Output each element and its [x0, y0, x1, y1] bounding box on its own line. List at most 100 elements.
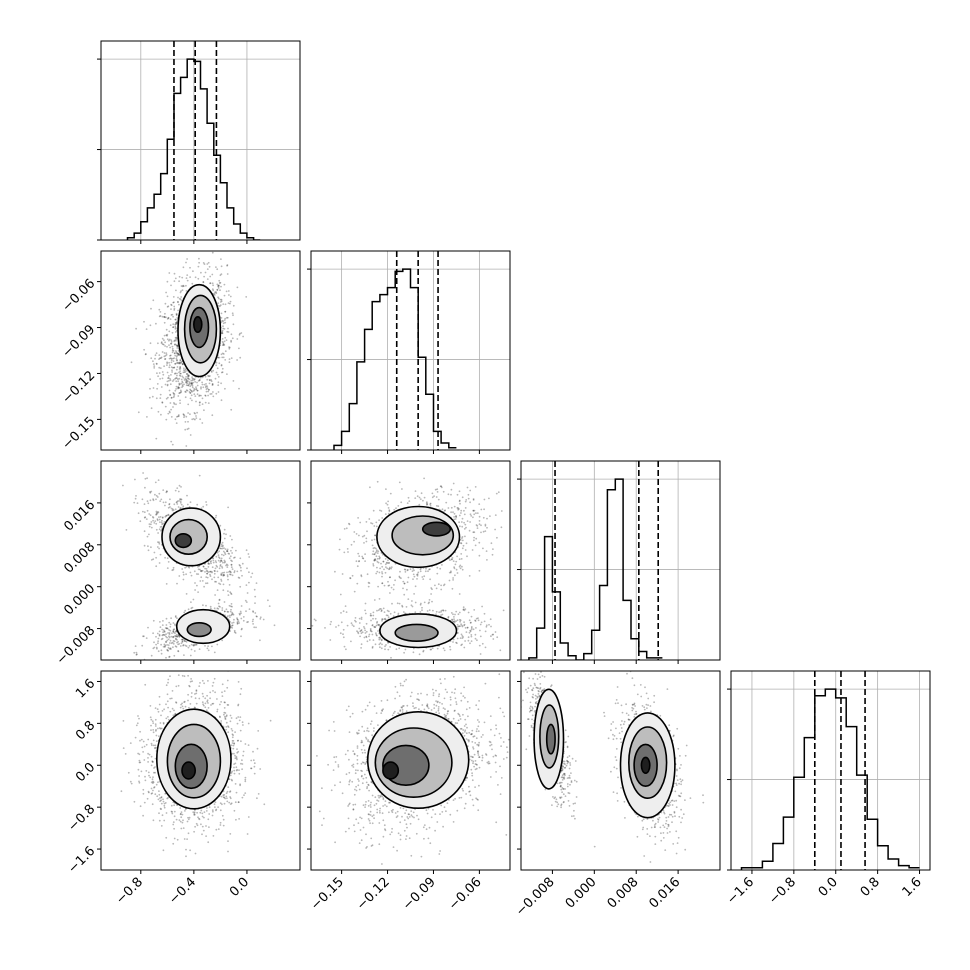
scatter-point-2-1: [458, 625, 460, 627]
scatter-point-2-0: [223, 574, 225, 576]
scatter-point-1-0: [201, 383, 204, 386]
scatter-point-1-0: [180, 299, 183, 302]
scatter-point-2-0: [236, 618, 239, 621]
scatter-point-2-1: [368, 633, 371, 636]
scatter-point-2-1: [375, 624, 378, 627]
scatter-point-2-1: [478, 541, 481, 544]
scatter-point-2-0: [176, 503, 179, 505]
scatter-point-2-1: [418, 503, 421, 506]
scatter-point-2-0: [204, 645, 206, 647]
scatter-point-2-0: [230, 571, 232, 574]
scatter-point-2-1: [357, 552, 360, 555]
scatter-point-2-0: [161, 624, 164, 626]
scatter-point-2-0: [172, 643, 175, 645]
scatter-point-2-0: [158, 518, 161, 521]
scatter-point-2-0: [159, 621, 161, 623]
scatter-point-1-0: [166, 361, 169, 364]
scatter-point-2-0: [240, 605, 243, 607]
scatter-point-2-0: [254, 602, 256, 604]
scatter-point-2-1: [455, 560, 458, 563]
scatter-point-2-0: [149, 491, 152, 494]
scatter-point-2-0: [224, 610, 226, 613]
scatter-point-2-0: [207, 571, 210, 573]
scatter-point-2-1: [486, 559, 488, 561]
scatter-point-2-0: [166, 649, 169, 652]
scatter-point-2-0: [184, 609, 187, 612]
scatter-point-2-1: [376, 480, 379, 483]
scatter-point-1-0: [152, 387, 155, 389]
scatter-point-1-0: [195, 415, 197, 417]
scatter-point-1-0: [205, 390, 208, 393]
scatter-point-1-0: [178, 353, 181, 356]
scatter-point-1-0: [190, 382, 193, 385]
scatter-point-2-1: [376, 622, 378, 624]
scatter-point-2-1: [385, 614, 388, 617]
scatter-point-1-0: [223, 328, 226, 330]
scatter-point-2-1: [422, 499, 424, 502]
scatter-point-2-0: [154, 493, 156, 496]
scatter-point-2-0: [222, 561, 224, 564]
scatter-point-1-0: [159, 397, 162, 399]
scatter-point-2-1: [386, 609, 389, 612]
scatter-point-2-1: [314, 619, 317, 622]
scatter-point-1-0: [209, 375, 211, 377]
scatter-point-2-0: [215, 555, 218, 558]
scatter-point-1-0: [176, 362, 178, 364]
scatter-point-2-0: [246, 621, 249, 624]
scatter-point-1-0: [222, 322, 225, 325]
scatter-point-1-0: [225, 290, 228, 293]
scatter-point-1-0: [219, 304, 222, 306]
scatter-point-2-1: [453, 620, 456, 623]
scatter-point-2-1: [412, 578, 414, 580]
scatter-point-2-0: [175, 501, 178, 504]
scatter-point-2-0: [220, 560, 223, 563]
scatter-point-2-0: [200, 570, 203, 573]
scatter-point-1-0: [156, 387, 159, 390]
scatter-point-2-0: [273, 624, 276, 627]
scatter-point-1-0: [159, 357, 161, 360]
scatter-point-2-1: [363, 542, 365, 544]
scatter-point-2-1: [451, 618, 453, 621]
scatter-point-2-0: [146, 477, 149, 480]
scatter-point-2-1: [374, 534, 376, 537]
scatter-point-2-0: [235, 549, 237, 552]
scatter-point-1-0: [149, 387, 151, 390]
scatter-point-1-0: [209, 282, 212, 284]
scatter-point-2-0: [207, 562, 210, 565]
scatter-point-1-0: [201, 381, 204, 384]
scatter-point-2-0: [155, 510, 158, 513]
scatter-point-2-1: [461, 565, 463, 568]
scatter-point-2-0: [222, 544, 224, 547]
scatter-point-2-0: [214, 580, 216, 583]
scatter-point-2-1: [492, 548, 494, 550]
scatter-point-2-0: [252, 618, 255, 621]
scatter-point-2-1: [376, 620, 379, 623]
scatter-point-2-1: [442, 584, 445, 587]
scatter-point-2-0: [229, 571, 232, 573]
scatter-point-1-0: [236, 359, 239, 361]
scatter-point-2-0: [165, 514, 168, 517]
scatter-point-2-1: [387, 648, 390, 651]
scatter-point-2-0: [224, 560, 227, 563]
scatter-point-2-1: [389, 566, 391, 569]
scatter-point-2-1: [423, 601, 426, 604]
scatter-point-2-1: [480, 531, 482, 534]
scatter-point-2-0: [221, 565, 223, 568]
scatter-point-2-1: [451, 558, 453, 561]
scatter-point-2-1: [337, 624, 340, 627]
scatter-point-2-0: [230, 605, 232, 608]
scatter-point-2-1: [436, 572, 439, 575]
scatter-point-2-0: [157, 479, 160, 481]
scatter-point-2-0: [241, 627, 243, 630]
scatter-point-1-0: [175, 344, 178, 347]
scatter-point-1-0: [206, 387, 209, 390]
scatter-point-2-1: [373, 559, 376, 562]
scatter-point-2-1: [363, 627, 366, 630]
scatter-point-2-1: [463, 609, 466, 612]
scatter-point-2-1: [374, 551, 377, 554]
scatter-point-1-0: [238, 334, 241, 336]
scatter-point-2-0: [231, 611, 234, 614]
scatter-point-1-0: [208, 389, 210, 391]
scatter-point-2-0: [238, 622, 241, 624]
scatter-point-2-1: [374, 558, 377, 560]
